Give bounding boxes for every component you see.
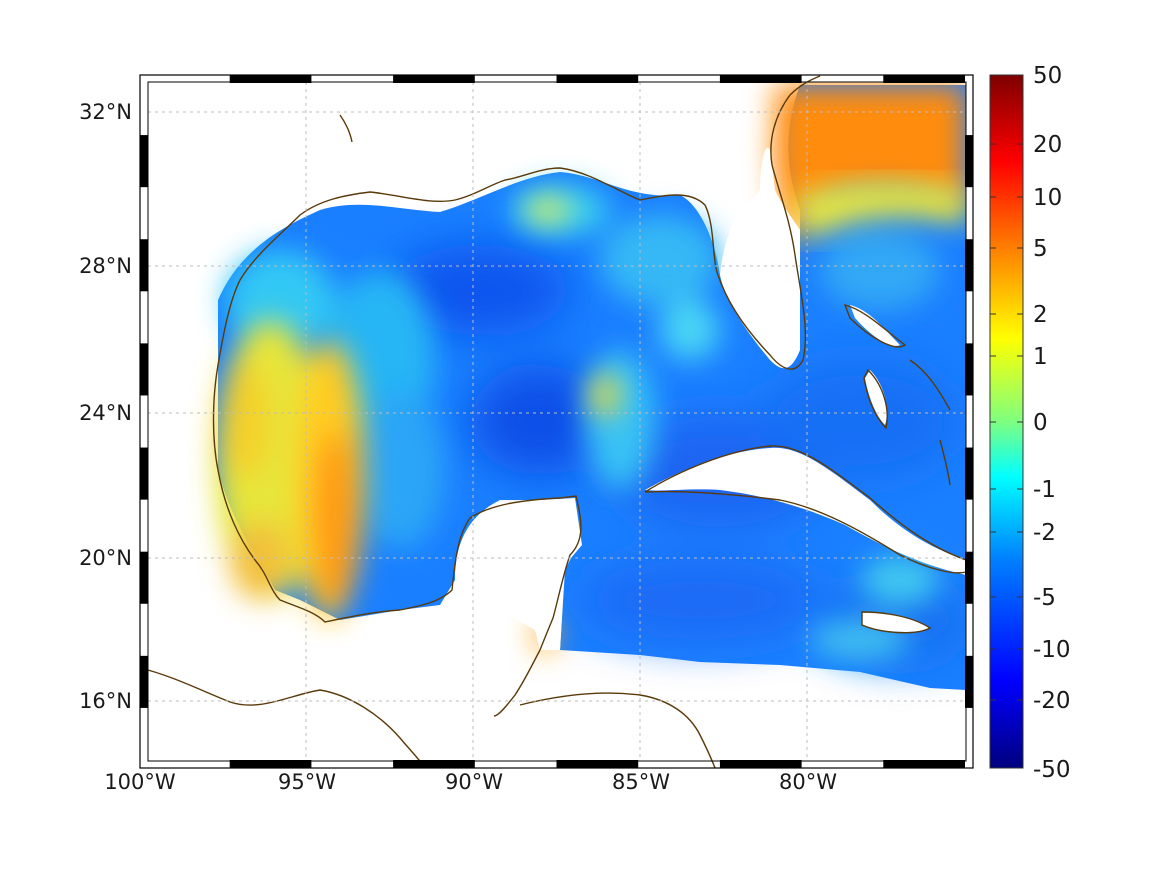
frame-segment-left — [140, 447, 148, 500]
frame-segment-right — [965, 343, 973, 396]
frame-segment-right — [965, 655, 973, 708]
frame-segment-bottom — [229, 760, 312, 768]
frame-segment-bottom — [393, 760, 475, 768]
colorbar-label: -1 — [1033, 477, 1056, 503]
lat-tick-label: 20°N — [79, 546, 132, 570]
colorbar-label: 5 — [1033, 236, 1048, 262]
colorbar-label: -50 — [1033, 757, 1071, 783]
frame-segment-right — [965, 135, 973, 188]
mexico-yucatan-coast — [217, 469, 582, 651]
cuba-south-coast — [644, 490, 967, 574]
colorbar-label: 50 — [1033, 63, 1062, 89]
frame-segment-left — [140, 551, 148, 604]
lon-tick-label: 100°W — [104, 770, 176, 794]
frame-segment-left — [140, 655, 148, 708]
lon-tick-label: 90°W — [445, 770, 503, 794]
central-america-pacific-coast — [139, 667, 426, 769]
land-mask — [440, 147, 966, 650]
frame-segment-bottom — [883, 760, 965, 768]
bahamas-island-1 — [843, 303, 907, 348]
western-warm-band — [215, 320, 365, 620]
frame-segment-top — [556, 75, 639, 83]
colorbar-label: 10 — [1033, 185, 1062, 211]
frame-segment-top — [229, 75, 312, 83]
honduras-coast — [519, 692, 716, 769]
frame-segment-bottom — [719, 760, 802, 768]
map-frame — [139, 74, 974, 769]
frame-segment-left — [140, 343, 148, 396]
colorbar-ticks — [990, 143, 1023, 701]
colorbar-labels: 50 20 10 5 2 1 0 -1 -2 -5 -10 -20 -50 — [1033, 63, 1071, 783]
inland-lake — [339, 114, 353, 143]
bahamas-island-4 — [939, 439, 951, 486]
frame-segment-right — [965, 239, 973, 292]
lat-tick-labels: 32°N 28°N 24°N 20°N 16°N — [79, 100, 132, 713]
lat-tick-label: 28°N — [79, 254, 132, 278]
frame-segment-left — [140, 239, 148, 292]
colorbar-label: -10 — [1033, 637, 1071, 663]
colorbar-label: 20 — [1033, 132, 1062, 158]
bahamas-island-2 — [863, 368, 888, 430]
coastlines — [139, 75, 967, 769]
frame-segment-right — [965, 551, 973, 604]
colorbar-label: -5 — [1033, 585, 1056, 611]
colorbar-label: 2 — [1033, 302, 1048, 328]
lon-tick-labels: 100°W 95°W 90°W 85°W 80°W — [104, 770, 837, 794]
bahamas-island-3 — [909, 359, 951, 411]
colorbar: 50 20 10 5 2 1 0 -1 -2 -5 -10 -20 -50 — [989, 63, 1071, 783]
lon-tick-label: 95°W — [278, 770, 336, 794]
frame-segment-top — [883, 75, 965, 83]
frame-segment-right — [965, 447, 973, 500]
frame-segment-left — [140, 135, 148, 188]
data-field — [215, 85, 966, 690]
gulf-north-coast — [212, 167, 719, 471]
atlantic-warm-region — [773, 85, 966, 255]
lon-tick-label: 85°W — [612, 770, 670, 794]
florida-coast — [717, 75, 821, 370]
lat-tick-label: 24°N — [79, 401, 132, 425]
cyan-patches — [225, 185, 940, 660]
lon-tick-label: 80°W — [779, 770, 837, 794]
cuba-coast — [644, 445, 967, 561]
lat-tick-label: 16°N — [79, 689, 132, 713]
jamaica-coast — [861, 611, 932, 634]
frame-segment-top — [393, 75, 475, 83]
lat-tick-label: 32°N — [79, 100, 132, 124]
colorbar-label: 0 — [1033, 410, 1048, 436]
frame-segment-top — [719, 75, 802, 83]
colorbar-label: 1 — [1033, 344, 1048, 370]
belize-coast — [493, 649, 541, 717]
colorbar-label: -20 — [1033, 688, 1071, 714]
gridlines — [148, 82, 966, 761]
colorbar-label: -2 — [1033, 520, 1056, 546]
frame-segment-bottom — [556, 760, 639, 768]
